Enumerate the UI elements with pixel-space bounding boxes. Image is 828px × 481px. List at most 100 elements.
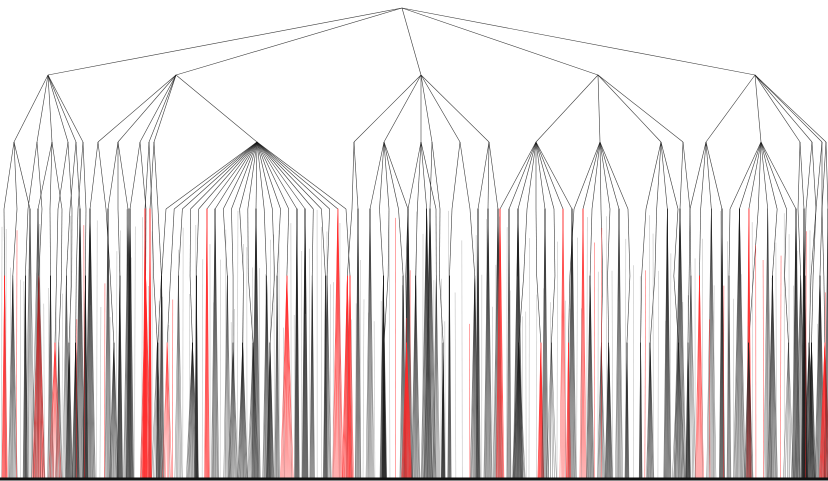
tree-edge-185 [607,275,610,344]
leaf-edge [508,208,512,479]
leaf-edge [35,208,39,479]
leaf-column [16,230,18,479]
tree-edge-197 [660,141,679,210]
leaf-column [251,267,253,479]
leaf-edge [415,275,421,479]
leaf-edge [721,208,725,479]
leaf-column [126,209,128,479]
leaf-edge [518,342,526,479]
leaf-fan-34 [227,342,239,479]
tree-edge-225 [797,208,802,277]
leaf-edge [54,342,62,479]
tree-edge-133 [379,208,384,277]
leaf-column [141,217,143,479]
leaf-edge [227,275,232,479]
tree-edge-238 [821,208,825,277]
tree-edge-15 [148,74,177,143]
tree-edge-92 [198,141,258,210]
tree-edge-115 [256,141,289,210]
tree-edge-203 [687,275,690,344]
tree-edge-128 [351,141,355,210]
tree-edge-86 [166,275,171,344]
tree-edge-158 [488,141,499,210]
leaf-edge [728,275,732,479]
leaf-edge [206,208,210,479]
leaf-fan-28 [174,275,183,479]
tree-edge-123 [256,141,330,210]
leaf-fan-22 [142,208,148,479]
leaf-column [723,285,725,479]
leaf-fan-43 [301,208,309,479]
tree-edge-213 [748,141,762,210]
leaf-edge [739,208,746,479]
leaf-edge [477,208,481,479]
tree-edge-49 [57,141,69,210]
leaf-fan-90 [695,275,704,479]
tree-edge-145 [420,141,427,210]
leaf-column [775,242,777,479]
leaf-column [367,312,370,479]
leaf-edge [29,208,32,479]
tree-edge-50 [56,208,59,277]
leaf-edge [54,342,59,479]
tree-edge-221 [784,208,787,277]
leaf-fan-94 [733,208,746,479]
leaf-fan-49 [341,275,353,479]
leaf-fan-25 [155,342,160,479]
tree-edge-113 [256,141,281,210]
leaf-edge [37,208,45,479]
tree-edge-7 [36,74,49,143]
leaf-column [771,278,774,479]
leaf-fan-100 [791,208,801,479]
leaf-column [43,303,45,479]
tree-edge-107 [255,141,258,210]
leaf-column [454,292,457,479]
leaf-edge [649,342,655,479]
leaf-column [444,321,446,479]
leaf-fan-62 [447,275,452,479]
leaf-edge [785,342,789,479]
tree-edge-26 [597,74,662,143]
leaf-column [308,248,311,479]
leaf-column [269,239,271,479]
leaf-column [669,253,672,479]
leaf-fan-81 [615,208,623,479]
tree-edge-230 [810,208,817,277]
leaf-edge [679,208,687,479]
leaf-edge [748,342,754,479]
leaf-fan-73 [546,342,557,479]
tree-edge-168 [535,141,546,210]
leaf-edge [690,275,693,479]
tree-edge-140 [407,141,422,210]
tree-edge-156 [477,141,490,210]
tree-edge-193 [656,141,662,210]
leaf-edge [689,275,692,479]
leaf-fan-40 [274,275,280,479]
tree-edge-45 [49,208,51,277]
tree-edge-63 [89,141,99,210]
leaf-column [230,322,233,479]
leaf-edge [347,275,353,479]
leaf-fan-77 [579,208,587,479]
tree-edge-85 [170,208,175,277]
tree-edge-99 [231,208,234,277]
tree-edge-111 [272,208,275,277]
leaf-edge [787,342,789,479]
tree-edge-48 [58,275,62,344]
tree-edge-79 [153,141,159,210]
leaf-fan-82 [624,342,630,479]
tree-edge-139 [383,141,409,210]
leaf-edge [788,342,790,479]
tree-edge-210 [729,141,762,210]
tree-edge-152 [451,141,461,210]
tree-edge-127 [345,208,351,277]
tree-edge-191 [641,208,647,277]
leaf-column [639,276,642,479]
tree-edge-17 [175,74,258,143]
tree-edge-31 [754,74,813,143]
tree-edge-1 [47,7,403,76]
tree-edge-70 [117,141,129,210]
leaf-column [509,290,512,479]
leaf-edge [337,208,344,479]
leaf-column [388,210,391,479]
